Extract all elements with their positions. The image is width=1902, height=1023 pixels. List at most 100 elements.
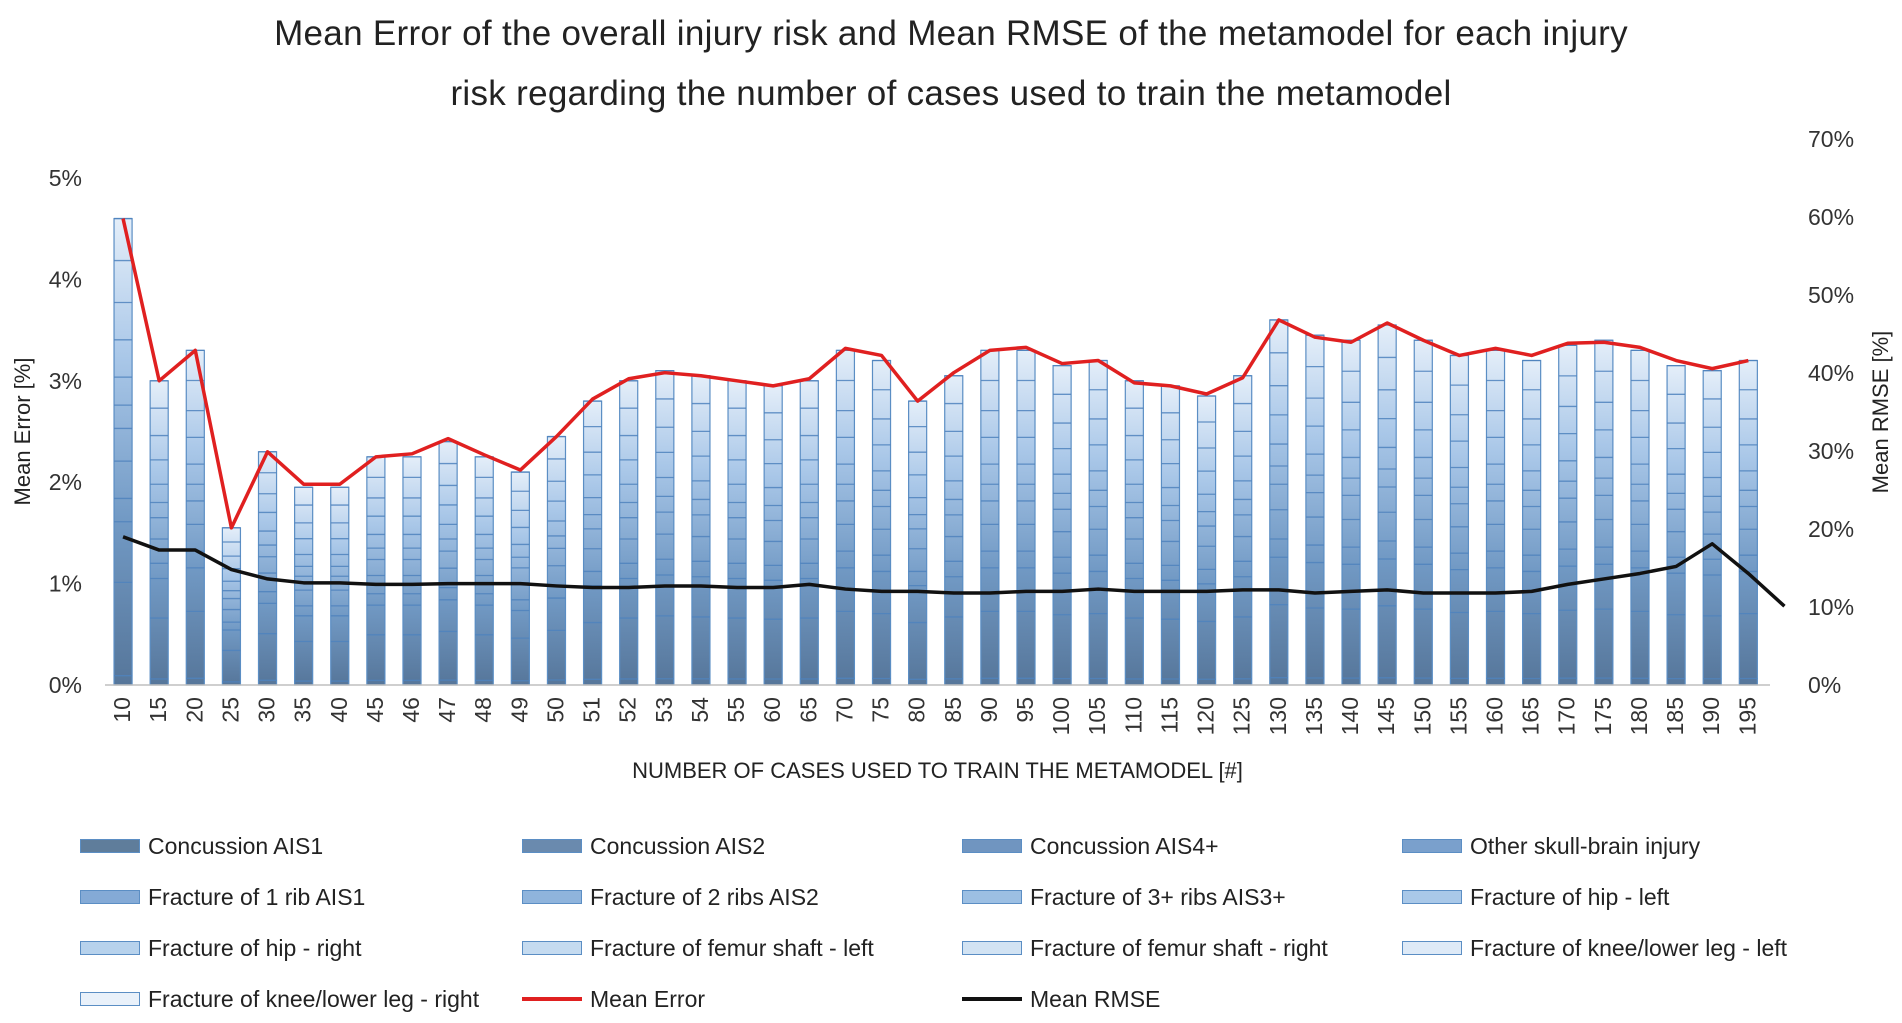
bar-body	[1088, 359, 1108, 686]
legend-label: Mean RMSE	[1030, 985, 1161, 1012]
x-tick-label: 160	[1482, 697, 1508, 735]
x-tick-label: 15	[145, 697, 171, 723]
bar-55	[727, 380, 747, 686]
x-tick-label: 165	[1518, 697, 1544, 735]
x-tick-label: 100	[1048, 697, 1074, 735]
legend-swatch	[522, 839, 582, 853]
bar-52	[619, 380, 639, 686]
bar-body	[727, 380, 747, 686]
x-tick-label: 30	[254, 697, 280, 723]
x-tick-label: 25	[217, 697, 243, 723]
x-tick-label: 49	[506, 697, 532, 723]
legend-item: Mean RMSE	[962, 981, 1160, 1017]
bar-130	[1269, 319, 1289, 686]
bar-body	[619, 380, 639, 686]
x-tick-label: 45	[362, 697, 388, 723]
legend-item: Fracture of femur shaft - right	[962, 930, 1328, 966]
bar-body	[1341, 339, 1361, 686]
bar-body	[655, 370, 675, 686]
bar-body	[1196, 395, 1217, 686]
bar-150	[1413, 339, 1433, 686]
x-tick-label: 20	[181, 697, 207, 723]
x-tick-label: 70	[831, 697, 857, 723]
legend-label: Fracture of knee/lower leg - left	[1470, 934, 1788, 961]
bar-75	[871, 359, 892, 686]
bar-body	[980, 349, 1000, 686]
bar-51	[582, 400, 603, 686]
bar-body	[799, 380, 819, 686]
x-tick-label: 90	[976, 697, 1002, 723]
bar-body	[1413, 339, 1433, 686]
legend-item: Mean Error	[522, 981, 705, 1017]
legend-item: Fracture of 1 rib AIS1	[80, 879, 365, 915]
x-tick-label: 190	[1698, 697, 1724, 735]
legend-swatch	[1402, 890, 1462, 904]
x-tick-label: 51	[579, 697, 605, 723]
legend-label: Fracture of femur shaft - right	[1030, 934, 1328, 961]
legend-label: Fracture of knee/lower leg - right	[148, 985, 480, 1012]
bar-50	[546, 435, 567, 686]
bar-body	[402, 456, 422, 686]
legend-swatch	[962, 997, 1022, 1001]
bar-80	[908, 400, 928, 686]
bar-70	[835, 349, 856, 686]
legend-label: Concussion AIS2	[590, 832, 766, 859]
legend-label: Concussion AIS1	[148, 832, 324, 859]
right-axis-tick-label: 50%	[1808, 282, 1854, 308]
x-tick-label: 10	[109, 697, 135, 723]
x-tick-label: 46	[398, 697, 424, 723]
legend-item: Fracture of hip - right	[80, 930, 361, 966]
legend-item: Fracture of hip - left	[1402, 879, 1669, 915]
bar-body	[330, 486, 350, 686]
x-tick-label: 180	[1626, 697, 1652, 735]
left-axis-tick-label: 5%	[49, 165, 82, 191]
legend-item: Fracture of 2 ribs AIS2	[522, 879, 819, 915]
bar-body	[185, 349, 205, 686]
chart-title-line-2: risk regarding the number of cases used …	[450, 74, 1452, 113]
bar-30	[257, 451, 278, 686]
bar-135	[1305, 334, 1325, 686]
right-axis-tick-label: 20%	[1808, 516, 1854, 542]
bar-body	[474, 456, 494, 686]
legend-item: Concussion AIS2	[522, 828, 765, 864]
x-tick-label: 105	[1084, 697, 1110, 735]
legend-label: Fracture of 3+ ribs AIS3+	[1030, 883, 1286, 910]
x-tick-label: 125	[1229, 697, 1255, 735]
legend-label: Fracture of 1 rib AIS1	[148, 883, 366, 910]
bar-body	[871, 359, 892, 686]
left-axis-tick-label: 0%	[49, 672, 82, 698]
legend-label: Fracture of femur shaft - left	[590, 934, 874, 961]
right-axis-tick-label: 70%	[1808, 126, 1854, 152]
left-axis-tick-label: 4%	[49, 266, 82, 292]
legend-label: Fracture of 2 ribs AIS2	[590, 883, 819, 910]
bar-body	[1594, 339, 1614, 686]
x-tick-label: 35	[290, 697, 316, 723]
legend-swatch	[1402, 839, 1462, 853]
x-tick-label: 50	[542, 697, 568, 723]
bar-body	[546, 435, 567, 686]
x-tick-label: 195	[1734, 697, 1760, 735]
left-axis-tick-label: 3%	[49, 368, 82, 394]
bar-10	[113, 217, 133, 686]
bar-35	[294, 486, 314, 686]
left-axis-tick-label: 1%	[49, 571, 82, 597]
bar-110	[1124, 380, 1144, 686]
bar-body	[113, 217, 133, 686]
legend-swatch	[80, 839, 140, 853]
bar-60	[763, 385, 783, 686]
bar-46	[402, 456, 422, 686]
legend-item: Fracture of knee/lower leg - left	[1402, 930, 1787, 966]
right-axis-tick-label: 40%	[1808, 360, 1854, 386]
bar-body	[1269, 319, 1289, 686]
bar-120	[1196, 395, 1217, 686]
bar-body	[1016, 349, 1036, 686]
bar-body	[1377, 324, 1397, 686]
bar-body	[438, 441, 458, 686]
legend-item: Concussion AIS4+	[962, 828, 1219, 864]
bar-165	[1521, 359, 1542, 686]
legend-label: Fracture of hip - left	[1470, 883, 1670, 910]
right-axis-tick-label: 60%	[1808, 204, 1854, 230]
bar-body	[582, 400, 603, 686]
right-axis-title: Mean RMSE [%]	[1868, 331, 1893, 494]
chart-title-line-1: Mean Error of the overall injury risk an…	[274, 14, 1628, 53]
